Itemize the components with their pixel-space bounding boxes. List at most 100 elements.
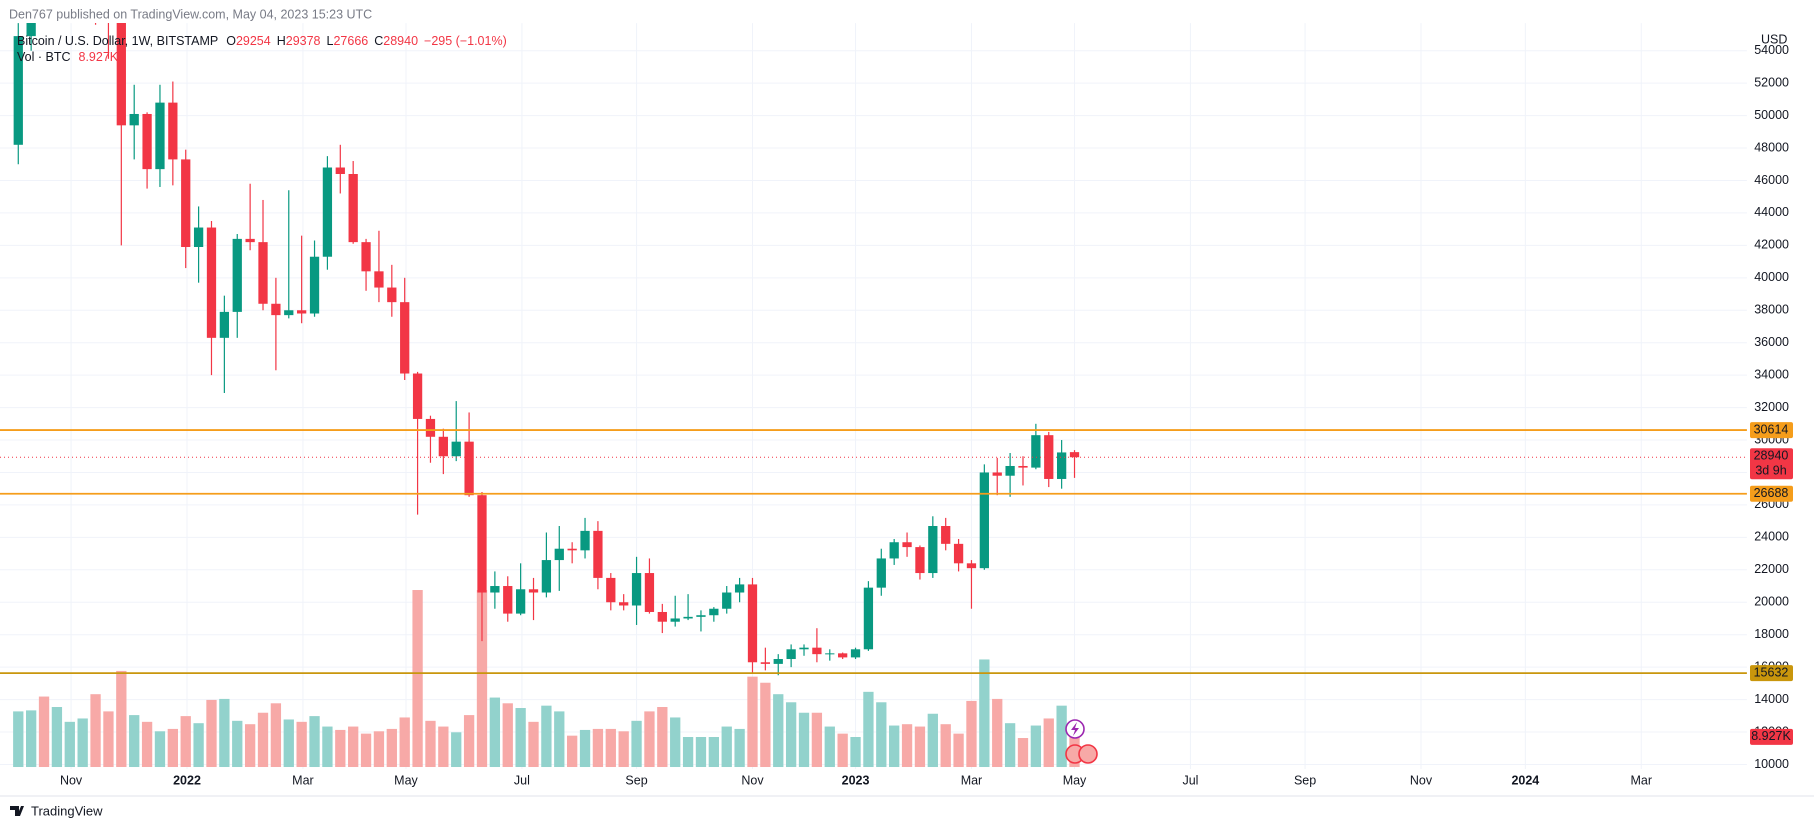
publisher-line: Den767 published on TradingView.com, May…: [9, 7, 372, 21]
volume-bar: [682, 737, 694, 768]
volume-bar: [1030, 725, 1042, 768]
volume-bar: [850, 737, 861, 768]
event-icons: [1065, 719, 1098, 764]
candle-body: [928, 526, 938, 574]
volume-bar: [38, 696, 50, 768]
volume-bar: [695, 737, 707, 768]
candle-body: [181, 159, 191, 247]
volume-bar: [476, 590, 488, 768]
x-tick-label: Mar: [292, 773, 314, 787]
candle-body: [850, 649, 861, 658]
candle-body: [271, 303, 281, 316]
volume-bar: [103, 711, 114, 768]
candle-body: [838, 653, 848, 658]
volume-bar: [1004, 723, 1016, 768]
volume-bar: [657, 707, 668, 768]
volume-bar: [309, 716, 320, 768]
candle-body: [348, 173, 358, 243]
candle-body: [593, 530, 603, 578]
volume-bar: [51, 707, 63, 768]
volume-bar: [644, 711, 655, 768]
candle-body: [387, 287, 397, 303]
candle-body: [335, 167, 345, 174]
event-icon[interactable]: [1078, 744, 1098, 764]
legend-close: 28940: [383, 34, 418, 48]
candle-body: [464, 441, 474, 496]
volume-bar: [489, 697, 501, 768]
volume-bar: [618, 731, 629, 768]
candle-body: [709, 608, 719, 616]
volume-bar: [348, 726, 359, 768]
candle-body: [657, 611, 667, 622]
candle-body: [451, 441, 461, 457]
volume-bar: [734, 728, 745, 768]
candle-body: [619, 602, 629, 606]
x-tick-label: 2023: [842, 773, 870, 787]
volume-bar: [1017, 738, 1029, 768]
candle-body: [503, 586, 513, 614]
candle-body: [722, 592, 732, 609]
candle-body: [966, 563, 977, 569]
candle-body: [915, 547, 925, 574]
axes: 1000012000140001600018000200002200024000…: [0, 43, 1814, 797]
candle-body: [812, 647, 822, 655]
volume-bar: [554, 711, 565, 768]
price-tag: [1750, 485, 1793, 502]
volume-bar: [528, 721, 539, 768]
candle-body: [863, 587, 874, 650]
volume-bar: [154, 731, 166, 768]
candle-body: [825, 653, 835, 655]
volume-bar: [605, 728, 616, 768]
volume-bar: [966, 700, 977, 768]
candle-body: [1031, 435, 1041, 468]
candle-body: [374, 271, 384, 288]
y-tick-label: 42000: [1754, 238, 1789, 252]
volume-bar: [914, 726, 926, 768]
volume-bar: [438, 726, 449, 768]
volume-bar: [708, 737, 719, 768]
y-tick-label: 18000: [1754, 627, 1789, 641]
volume-bar: [322, 726, 333, 768]
candle-body: [554, 548, 564, 561]
candle-body: [1005, 465, 1015, 476]
y-tick-label: 10000: [1754, 757, 1789, 771]
volume-bar: [373, 731, 385, 768]
x-tick-label: May: [394, 773, 418, 787]
volume-bar: [232, 720, 243, 768]
y-tick-label: 52000: [1754, 75, 1789, 89]
x-tick-label: Sep: [625, 773, 647, 787]
candle-body: [902, 542, 912, 548]
price-tag-label: 30614: [1754, 422, 1789, 436]
volume-bar: [502, 703, 513, 768]
candle-body: [129, 113, 139, 126]
candle-body: [773, 659, 783, 664]
volume-bar: [631, 720, 642, 768]
candle-body: [992, 472, 1002, 476]
x-tick-label: Jul: [1182, 773, 1198, 787]
volume-bar: [992, 698, 1003, 768]
grid: [0, 23, 1747, 769]
volume-bar: [425, 720, 436, 768]
volume-bar: [579, 729, 591, 768]
candle-body: [696, 615, 706, 617]
candle-body: [567, 548, 577, 551]
volume-bar: [670, 717, 681, 768]
candle-body: [941, 526, 951, 544]
volume-bar: [953, 733, 964, 768]
candle-body: [786, 649, 796, 660]
candle-body: [258, 242, 268, 304]
volume-bar: [747, 676, 758, 768]
volume-bar: [927, 713, 938, 768]
legend-open: 29254: [236, 34, 271, 48]
volume-bar: [451, 732, 462, 768]
candle-body: [400, 302, 410, 374]
countdown-label: 3d 9h: [1755, 464, 1786, 478]
volume-bar: [592, 728, 604, 768]
volume-bar: [26, 710, 37, 768]
candle-body: [425, 418, 436, 437]
volume-title: Vol · BTC: [17, 50, 71, 64]
volume-bar: [567, 735, 578, 768]
volume-bar: [77, 718, 88, 768]
x-tick-label: May: [1063, 773, 1087, 787]
